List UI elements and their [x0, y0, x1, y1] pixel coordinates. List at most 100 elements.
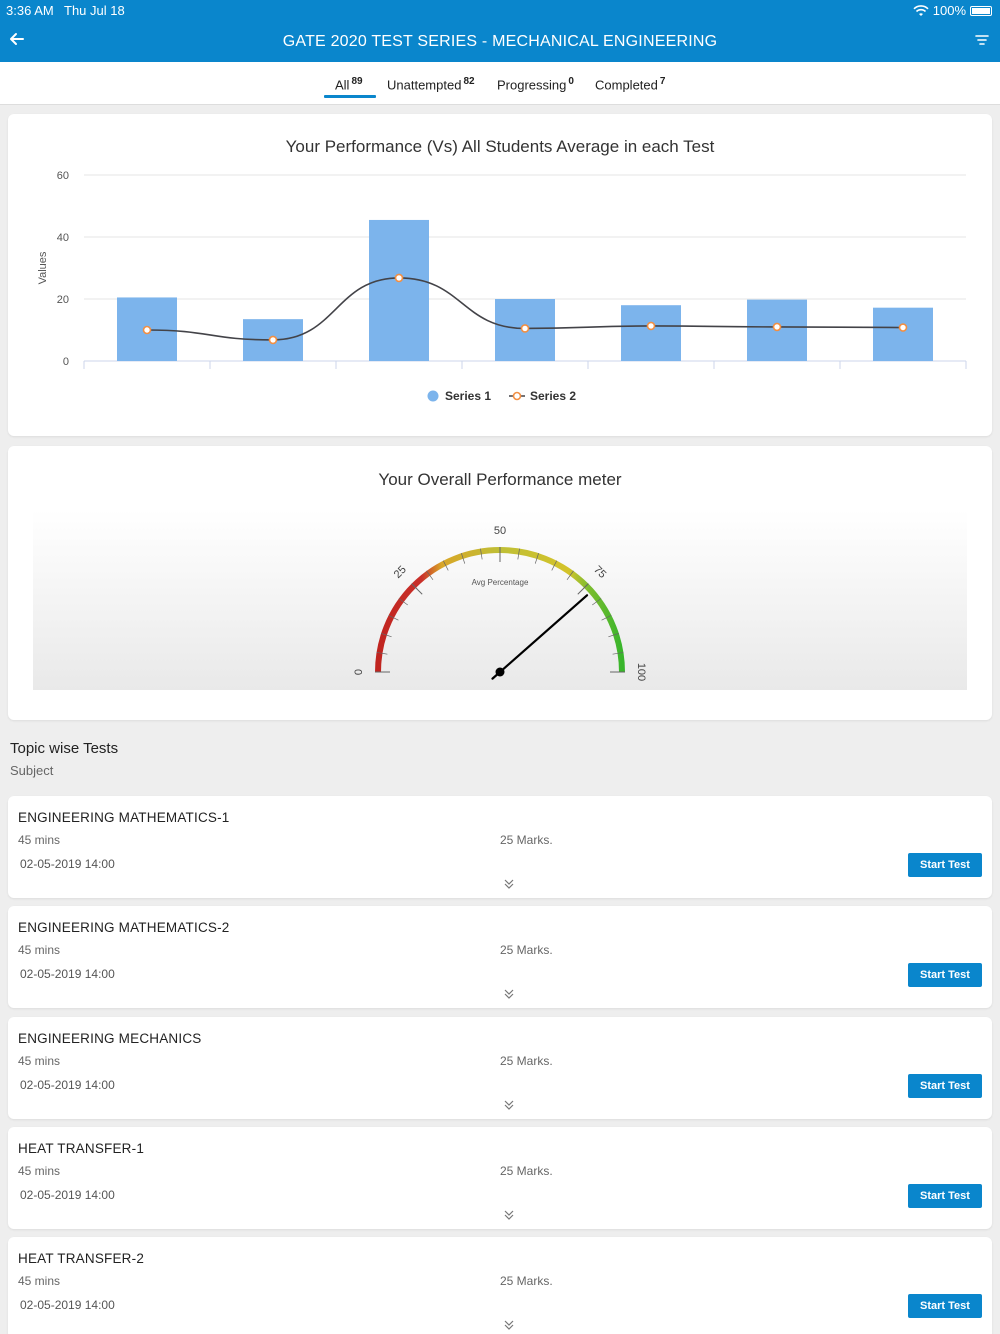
- gauge-pivot: [495, 667, 505, 677]
- gauge-tick-label: 100: [635, 663, 647, 681]
- status-date: Thu Jul 18: [64, 3, 125, 18]
- gauge-tick: [388, 614, 399, 621]
- performance-meter-card: Your Overall Performance meter 0 25 50 75 10…: [8, 446, 992, 720]
- battery-icon: [970, 5, 992, 16]
- test-marks: 25 Marks.: [500, 943, 553, 957]
- gauge-tick: [577, 583, 589, 595]
- test-card[interactable]: HEAT TRANSFER-2 45 mins 25 Marks. 02-05-…: [8, 1237, 992, 1334]
- tab-unattempted[interactable]: Unattempted 82: [387, 76, 475, 92]
- series-2-point: [898, 323, 908, 332]
- tab-progressing[interactable]: Progressing 0: [497, 76, 574, 92]
- test-duration: 45 mins: [18, 1274, 61, 1288]
- start-test-button[interactable]: Start Test: [908, 1074, 982, 1098]
- gauge-needle: [491, 594, 589, 680]
- start-test-button[interactable]: Start Test: [908, 853, 982, 877]
- test-card[interactable]: ENGINEERING MECHANICS 45 mins 25 Marks. …: [8, 1017, 992, 1119]
- y-tick-label: 60: [57, 170, 69, 182]
- expand-chevron-icon[interactable]: [502, 1317, 516, 1331]
- legend-series-1-label: Series 1: [445, 389, 491, 403]
- legend-series-1-marker: [427, 390, 439, 402]
- series-2-point: [520, 324, 530, 333]
- tab-progressing-count: 0: [568, 76, 574, 87]
- performance-chart-card: Your Performance (Vs) All Students Avera…: [8, 114, 992, 436]
- test-duration: 45 mins: [18, 943, 61, 957]
- performance-bar-chart: 0 20 40 60 Values Series 1 Series 2: [37, 170, 967, 403]
- tab-all-label: All: [335, 77, 350, 93]
- test-name: ENGINEERING MECHANICS: [18, 1031, 202, 1046]
- start-test-button[interactable]: Start Test: [908, 963, 982, 987]
- gauge-label: Avg Percentage: [472, 578, 529, 587]
- status-time: 3:36 AM: [6, 3, 54, 18]
- test-date: 02-05-2019 14:00: [20, 1298, 115, 1312]
- start-test-button[interactable]: Start Test: [908, 1184, 982, 1208]
- tab-completed[interactable]: Completed 7: [595, 76, 665, 92]
- test-card[interactable]: ENGINEERING MATHEMATICS-2 45 mins 25 Mar…: [8, 906, 992, 1008]
- gauge-tick: [534, 553, 539, 564]
- test-name: HEAT TRANSFER-2: [18, 1251, 145, 1266]
- battery-percent: 100%: [932, 3, 966, 18]
- gauge-tick-label: 50: [494, 525, 506, 537]
- section-title: Topic wise Tests: [10, 740, 119, 757]
- series-2-point: [646, 321, 656, 331]
- expand-chevron-icon[interactable]: [502, 1097, 516, 1111]
- page-title: GATE 2020 TEST SERIES - MECHANICAL ENGIN…: [282, 33, 718, 50]
- gauge-tick: [398, 598, 408, 606]
- y-axis-label: Values: [37, 251, 49, 284]
- expand-chevron-icon[interactable]: [502, 986, 516, 1000]
- test-name: ENGINEERING MATHEMATICS-2: [18, 920, 230, 935]
- gauge-background: [33, 510, 967, 690]
- expand-chevron-icon[interactable]: [502, 1207, 516, 1221]
- status-bar: 3:36 AM Thu Jul 18 100%: [0, 0, 1000, 20]
- test-card[interactable]: HEAT TRANSFER-1 45 mins 25 Marks. 02-05-…: [8, 1127, 992, 1229]
- legend-series-2-label: Series 2: [530, 389, 576, 403]
- tab-unattempted-label: Unattempted: [387, 77, 462, 93]
- app-bar: GATE 2020 TEST SERIES - MECHANICAL ENGIN…: [0, 20, 1000, 62]
- series-2-point: [268, 335, 278, 345]
- gauge-tick: [601, 614, 612, 621]
- y-tick-label: 20: [57, 294, 69, 306]
- gauge-title: Your Overall Performance meter: [378, 470, 622, 489]
- test-date: 02-05-2019 14:00: [20, 1188, 115, 1202]
- series-2-point: [142, 325, 152, 335]
- test-card[interactable]: ENGINEERING MATHEMATICS-1 45 mins 25 Mar…: [8, 796, 992, 898]
- gauge-tick: [612, 652, 624, 655]
- test-date: 02-05-2019 14:00: [20, 857, 115, 871]
- gauge-tick: [551, 560, 558, 571]
- test-name: HEAT TRANSFER-1: [18, 1141, 145, 1156]
- wifi-icon: [913, 4, 929, 16]
- bar: [369, 219, 429, 361]
- start-test-button[interactable]: Start Test: [908, 1294, 982, 1318]
- filter-icon[interactable]: [974, 32, 990, 48]
- series-2-point: [394, 273, 404, 283]
- tab-completed-count: 7: [659, 76, 666, 87]
- gauge-tick: [442, 560, 449, 571]
- test-date: 02-05-2019 14:00: [20, 1078, 115, 1092]
- gauge-tick: [426, 570, 434, 580]
- section-subtitle: Subject: [10, 763, 54, 778]
- status-right: 100%: [913, 3, 992, 18]
- gauge-tick-label: 0: [353, 669, 365, 675]
- tab-all[interactable]: All 89: [335, 76, 363, 92]
- tab-progressing-label: Progressing: [497, 77, 567, 93]
- tab-all-count: 89: [351, 76, 363, 87]
- series-2-point: [772, 322, 782, 332]
- gauge-tick: [517, 548, 520, 560]
- test-duration: 45 mins: [18, 1164, 61, 1178]
- gauge-tick: [461, 553, 466, 564]
- test-marks: 25 Marks.: [500, 1164, 553, 1178]
- expand-chevron-icon[interactable]: [502, 876, 516, 890]
- test-duration: 45 mins: [18, 833, 61, 847]
- tab-completed-label: Completed: [595, 77, 658, 93]
- tab-unattempted-count: 82: [463, 76, 475, 87]
- gauge-tick: [376, 652, 388, 655]
- gauge-tick: [480, 548, 483, 560]
- y-tick-label: 40: [57, 232, 69, 244]
- gauge-tick: [566, 570, 574, 580]
- gauge-tick: [411, 583, 423, 595]
- test-marks: 25 Marks.: [500, 833, 553, 847]
- gauge-tick: [608, 633, 619, 638]
- bar: [873, 307, 933, 361]
- back-arrow-icon[interactable]: [6, 28, 28, 50]
- y-tick-label: 0: [63, 356, 69, 368]
